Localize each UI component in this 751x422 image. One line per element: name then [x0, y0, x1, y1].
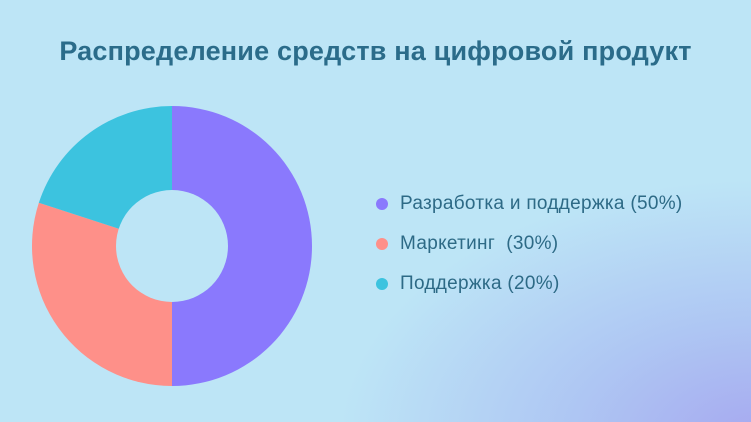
donut-slice-0: [172, 106, 312, 386]
donut-chart: [32, 106, 312, 386]
legend-item-marketing: Маркетинг (30%): [376, 224, 683, 264]
legend: Разработка и поддержка (50%) Маркетинг (…: [376, 184, 683, 304]
legend-label: Маркетинг (30%): [400, 233, 559, 254]
donut-hole: [116, 190, 228, 302]
legend-dot-icon: [376, 238, 388, 250]
legend-label: Поддержка (20%): [400, 273, 560, 294]
chart-title: Распределение средств на цифровой продук…: [59, 36, 692, 66]
legend-dot-icon: [376, 198, 388, 210]
legend-item-support: Поддержка (20%): [376, 264, 683, 304]
legend-item-development: Разработка и поддержка (50%): [376, 184, 683, 224]
legend-label: Разработка и поддержка (50%): [400, 193, 683, 214]
legend-dot-icon: [376, 278, 388, 290]
